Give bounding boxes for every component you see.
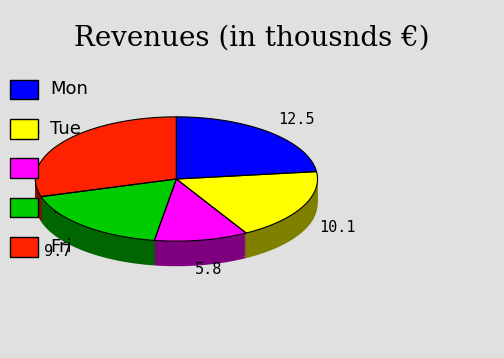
FancyBboxPatch shape bbox=[10, 79, 38, 99]
Polygon shape bbox=[35, 129, 176, 209]
Polygon shape bbox=[176, 197, 318, 258]
Polygon shape bbox=[154, 194, 246, 256]
Polygon shape bbox=[154, 183, 246, 245]
Polygon shape bbox=[176, 195, 318, 256]
Polygon shape bbox=[35, 134, 176, 213]
Text: Fri: Fri bbox=[50, 238, 72, 256]
Polygon shape bbox=[41, 204, 176, 265]
Polygon shape bbox=[41, 179, 176, 240]
Polygon shape bbox=[35, 131, 176, 211]
FancyBboxPatch shape bbox=[10, 237, 38, 257]
Polygon shape bbox=[154, 198, 246, 260]
Polygon shape bbox=[176, 188, 318, 250]
Polygon shape bbox=[41, 185, 176, 247]
Polygon shape bbox=[154, 181, 246, 243]
Polygon shape bbox=[176, 184, 318, 246]
Polygon shape bbox=[154, 179, 246, 241]
Polygon shape bbox=[154, 196, 246, 258]
Text: 12.5: 12.5 bbox=[278, 112, 314, 127]
Polygon shape bbox=[176, 171, 318, 233]
Polygon shape bbox=[176, 176, 318, 237]
Text: Wed: Wed bbox=[50, 159, 90, 177]
Polygon shape bbox=[41, 202, 176, 263]
Polygon shape bbox=[176, 117, 317, 179]
Polygon shape bbox=[154, 189, 246, 252]
Text: 10.1: 10.1 bbox=[320, 220, 356, 235]
Polygon shape bbox=[35, 136, 176, 216]
Polygon shape bbox=[176, 174, 318, 235]
Polygon shape bbox=[41, 183, 176, 245]
Polygon shape bbox=[176, 180, 318, 241]
Text: 5.8: 5.8 bbox=[195, 262, 222, 277]
Polygon shape bbox=[41, 192, 176, 253]
Polygon shape bbox=[41, 181, 176, 242]
FancyBboxPatch shape bbox=[10, 119, 38, 139]
Text: 9.7: 9.7 bbox=[44, 244, 71, 259]
Polygon shape bbox=[154, 187, 246, 250]
Polygon shape bbox=[35, 117, 176, 197]
Polygon shape bbox=[41, 200, 176, 261]
Text: Mon: Mon bbox=[50, 81, 88, 98]
Polygon shape bbox=[35, 140, 176, 219]
Polygon shape bbox=[35, 123, 176, 203]
Polygon shape bbox=[41, 194, 176, 255]
Polygon shape bbox=[41, 189, 176, 251]
Polygon shape bbox=[154, 192, 246, 254]
Polygon shape bbox=[35, 119, 176, 199]
Polygon shape bbox=[41, 187, 176, 249]
Polygon shape bbox=[154, 200, 246, 262]
Text: Thu: Thu bbox=[50, 199, 84, 217]
Text: Tue: Tue bbox=[50, 120, 81, 138]
Polygon shape bbox=[35, 127, 176, 207]
Polygon shape bbox=[154, 202, 246, 264]
Polygon shape bbox=[154, 185, 246, 247]
Polygon shape bbox=[176, 182, 318, 243]
Polygon shape bbox=[35, 142, 176, 222]
Polygon shape bbox=[35, 121, 176, 201]
Text: Revenues (in thousnds €): Revenues (in thousnds €) bbox=[74, 25, 430, 52]
FancyBboxPatch shape bbox=[10, 198, 38, 218]
Polygon shape bbox=[41, 196, 176, 257]
Polygon shape bbox=[35, 138, 176, 218]
FancyBboxPatch shape bbox=[10, 158, 38, 178]
Text: 16: 16 bbox=[23, 124, 41, 139]
Polygon shape bbox=[176, 186, 318, 248]
Polygon shape bbox=[176, 190, 318, 252]
Polygon shape bbox=[176, 193, 318, 254]
Polygon shape bbox=[176, 178, 318, 239]
Polygon shape bbox=[35, 125, 176, 205]
Polygon shape bbox=[154, 204, 246, 266]
Polygon shape bbox=[41, 198, 176, 259]
